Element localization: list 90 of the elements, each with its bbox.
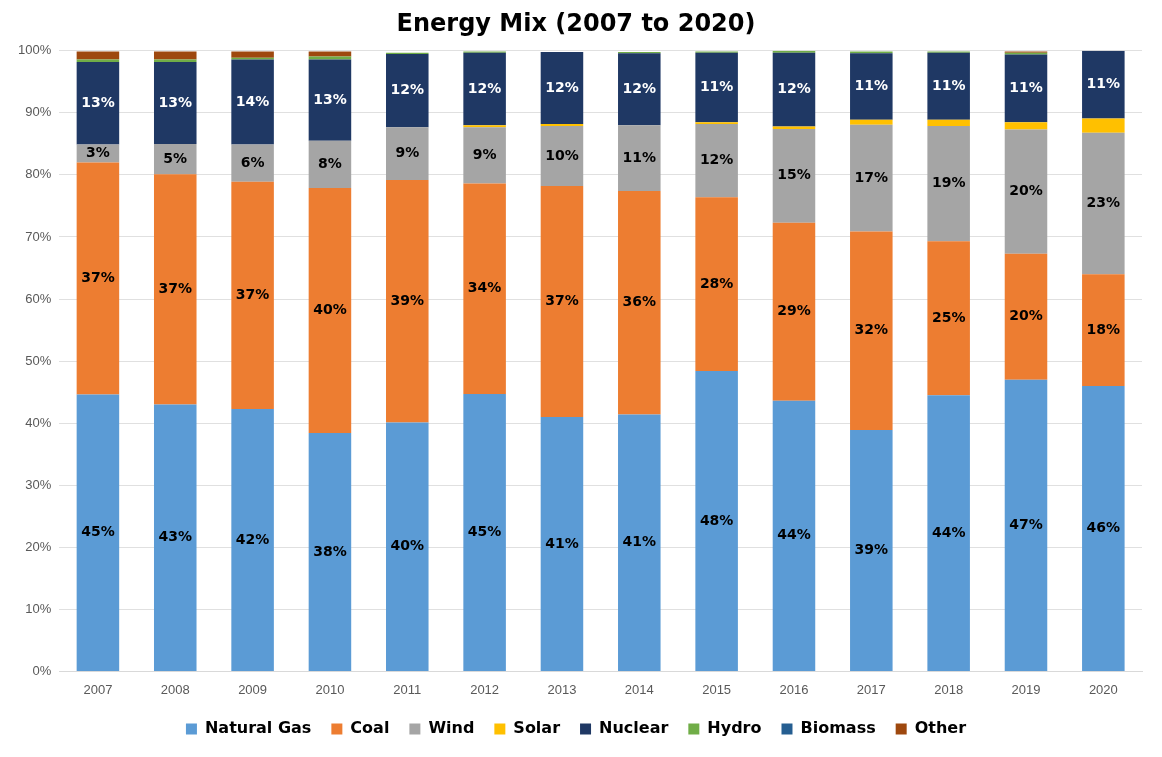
- data-label: 40%: [313, 301, 347, 318]
- legend-label: Other: [914, 718, 967, 738]
- data-label: 11%: [931, 76, 966, 93]
- data-label: 20%: [1009, 307, 1043, 324]
- y-tick-label: 70%: [25, 228, 52, 244]
- data-label: 11%: [1086, 75, 1121, 92]
- x-tick-label: 2007: [83, 681, 113, 697]
- data-label: 12%: [467, 79, 502, 96]
- data-label: 43%: [158, 528, 193, 545]
- data-label: 11%: [622, 148, 657, 165]
- data-label: 25%: [931, 308, 966, 325]
- legend-label: Solar: [513, 718, 561, 738]
- data-label: 11%: [1009, 78, 1043, 95]
- data-label: 11%: [699, 78, 734, 95]
- data-label: 44%: [931, 523, 966, 540]
- data-label: 45%: [467, 523, 502, 540]
- data-label: 12%: [545, 78, 579, 95]
- data-label: 41%: [622, 533, 657, 550]
- data-label: 13%: [158, 93, 193, 110]
- data-label: 37%: [545, 292, 579, 309]
- data-label: 28%: [699, 274, 734, 291]
- data-label: 15%: [777, 166, 811, 183]
- x-tick-label: 2010: [315, 681, 345, 697]
- x-tick-label: 2020: [1088, 681, 1118, 697]
- data-label: 32%: [854, 321, 889, 338]
- y-tick-label: 30%: [25, 476, 52, 492]
- data-label: 17%: [854, 168, 889, 185]
- data-label: 46%: [1086, 519, 1121, 536]
- y-tick-label: 10%: [25, 600, 52, 616]
- legend-label: Wind: [428, 718, 475, 738]
- data-label: 37%: [158, 280, 193, 297]
- y-tick-label: 50%: [25, 352, 52, 368]
- data-label: 37%: [235, 285, 270, 302]
- y-tick-label: 0%: [32, 662, 52, 678]
- y-tick-label: 90%: [25, 104, 52, 120]
- data-label: 29%: [777, 302, 811, 319]
- data-label: 11%: [854, 77, 889, 94]
- data-label: 6%: [240, 153, 265, 170]
- data-label: 39%: [390, 291, 425, 308]
- x-tick-label: 2012: [470, 681, 500, 697]
- x-tick-label: 2008: [160, 681, 190, 697]
- data-label: 18%: [1086, 320, 1121, 337]
- y-tick-label: 40%: [25, 414, 52, 430]
- legend-label: Nuclear: [599, 718, 669, 738]
- y-tick-label: 100%: [18, 42, 52, 58]
- x-tick-label: 2017: [856, 681, 886, 697]
- data-label: 39%: [854, 541, 889, 558]
- data-label: 14%: [235, 92, 270, 109]
- data-label: 45%: [81, 523, 115, 540]
- legend-label: Biomass: [800, 718, 876, 738]
- legend-label: Coal: [350, 718, 390, 738]
- x-tick-label: 2018: [934, 681, 964, 697]
- data-label: 42%: [235, 530, 270, 547]
- data-label: 9%: [395, 144, 420, 161]
- y-tick-label: 20%: [25, 538, 52, 554]
- data-label: 12%: [390, 81, 425, 98]
- data-label: 23%: [1086, 194, 1121, 211]
- data-label: 12%: [622, 79, 657, 96]
- x-tick-label: 2015: [702, 681, 732, 697]
- data-label: 47%: [1009, 515, 1043, 532]
- data-label: 41%: [545, 534, 579, 551]
- data-label: 36%: [622, 293, 657, 310]
- data-label: 38%: [313, 542, 347, 559]
- x-tick-label: 2011: [393, 681, 422, 697]
- x-tick-label: 2013: [547, 681, 577, 697]
- x-tick-label: 2019: [1011, 681, 1041, 697]
- legend-label: Natural Gas: [204, 718, 312, 738]
- data-label: 34%: [467, 279, 502, 296]
- data-label: 44%: [777, 526, 811, 543]
- data-label: 10%: [545, 146, 579, 163]
- data-label: 20%: [1009, 182, 1043, 199]
- data-label: 5%: [163, 149, 188, 166]
- data-label: 48%: [699, 511, 734, 528]
- x-tick-label: 2014: [624, 681, 654, 697]
- data-label: 40%: [390, 537, 425, 554]
- data-label: 9%: [472, 146, 497, 163]
- data-label: 12%: [777, 80, 811, 97]
- data-label: 13%: [313, 90, 347, 107]
- data-label: 19%: [931, 174, 966, 191]
- legend-label: Hydro: [707, 718, 762, 738]
- data-label: 37%: [81, 269, 115, 286]
- data-label: 13%: [81, 93, 115, 110]
- data-label: 8%: [318, 155, 342, 172]
- y-tick-label: 80%: [25, 166, 52, 182]
- x-tick-label: 2016: [779, 681, 809, 697]
- data-label: 3%: [86, 144, 110, 161]
- data-label: 12%: [699, 151, 734, 168]
- x-tick-label: 2009: [238, 681, 268, 697]
- chart-title: Energy Mix (2007 to 2020): [396, 8, 756, 37]
- y-tick-label: 60%: [25, 290, 52, 306]
